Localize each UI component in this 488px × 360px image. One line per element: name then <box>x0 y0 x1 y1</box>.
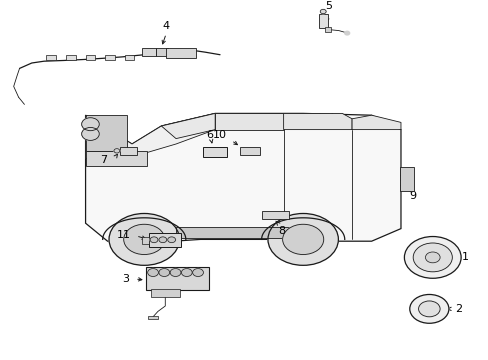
Bar <box>239 147 260 155</box>
Circle shape <box>81 127 99 140</box>
Bar <box>261 211 288 219</box>
Polygon shape <box>85 113 400 241</box>
Text: 9: 9 <box>408 191 416 201</box>
Circle shape <box>114 149 120 153</box>
Circle shape <box>123 224 164 255</box>
Circle shape <box>404 237 460 278</box>
Circle shape <box>282 224 323 255</box>
Bar <box>120 147 137 155</box>
Text: 1: 1 <box>461 252 468 262</box>
Polygon shape <box>215 113 283 130</box>
Polygon shape <box>161 113 215 139</box>
Polygon shape <box>283 113 351 130</box>
Bar <box>325 27 330 32</box>
Bar <box>142 48 156 56</box>
Circle shape <box>320 9 325 14</box>
Bar <box>166 48 195 58</box>
Bar <box>105 55 115 60</box>
Circle shape <box>167 237 175 243</box>
Text: 5: 5 <box>325 1 331 11</box>
Text: 7: 7 <box>100 155 107 165</box>
Circle shape <box>109 213 179 265</box>
Bar <box>148 316 158 319</box>
Polygon shape <box>85 113 215 158</box>
Bar <box>124 55 134 60</box>
Circle shape <box>192 269 203 276</box>
Bar <box>66 55 76 60</box>
Bar <box>150 289 180 297</box>
Text: 3: 3 <box>122 274 129 284</box>
Circle shape <box>418 301 439 317</box>
Bar <box>46 55 56 60</box>
Polygon shape <box>351 115 400 130</box>
Bar <box>203 147 227 157</box>
Bar <box>399 167 413 191</box>
Bar <box>85 55 95 60</box>
Polygon shape <box>176 227 312 238</box>
Polygon shape <box>85 151 146 166</box>
Bar <box>142 237 149 244</box>
Bar <box>319 14 327 28</box>
Bar <box>145 267 209 290</box>
Circle shape <box>344 31 349 35</box>
Text: 8: 8 <box>278 226 285 236</box>
Circle shape <box>412 243 451 272</box>
Text: 10: 10 <box>212 130 226 140</box>
Circle shape <box>159 237 166 243</box>
Text: 4: 4 <box>163 21 169 31</box>
Polygon shape <box>85 115 127 151</box>
Text: 6: 6 <box>206 130 213 140</box>
Circle shape <box>425 252 439 263</box>
Circle shape <box>267 213 338 265</box>
Text: 2: 2 <box>454 304 461 314</box>
Text: 11: 11 <box>116 230 130 240</box>
Circle shape <box>170 269 181 276</box>
Circle shape <box>81 118 99 131</box>
Bar <box>149 233 181 247</box>
Circle shape <box>150 237 158 243</box>
Circle shape <box>147 269 158 276</box>
Circle shape <box>181 269 192 276</box>
Circle shape <box>409 294 448 323</box>
Bar <box>155 48 167 56</box>
Circle shape <box>159 269 169 276</box>
